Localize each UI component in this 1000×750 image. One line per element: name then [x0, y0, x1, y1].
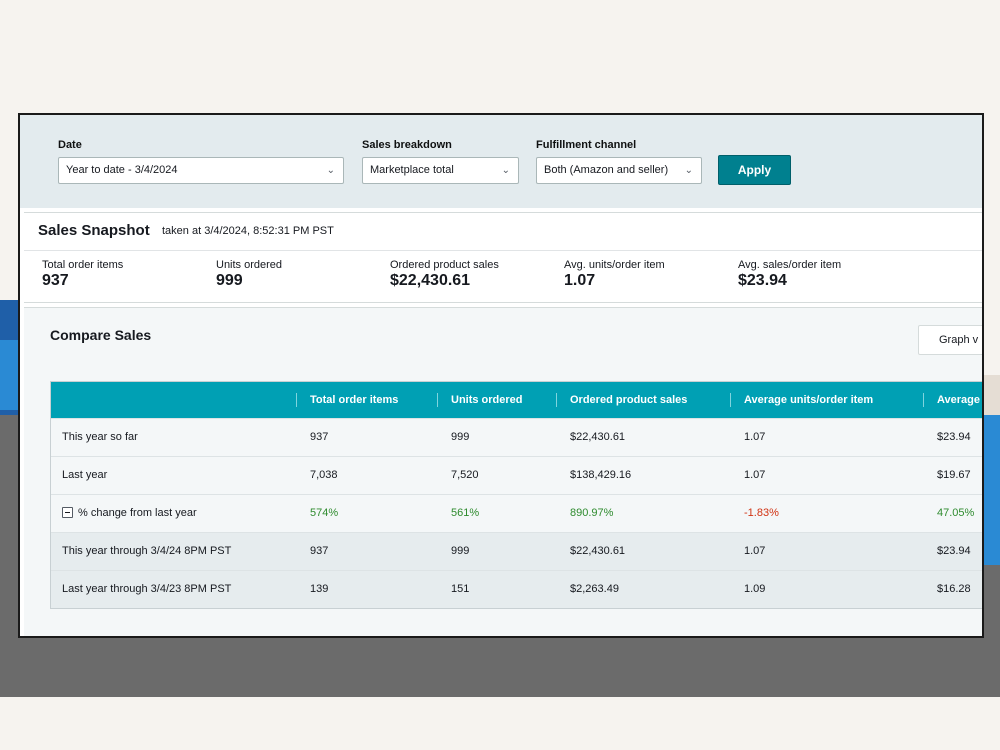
compare-sales-title: Compare Sales	[50, 327, 152, 343]
table-cell: 151	[451, 583, 470, 595]
table-row: This year through 3/4/24 8PM PST 937 999…	[51, 532, 982, 570]
table-cell: $22,430.61	[570, 545, 626, 557]
table-cell: $23.94	[937, 431, 971, 443]
table-cell: $138,429.16	[570, 469, 632, 481]
chevron-down-icon: ⌄	[501, 165, 510, 176]
minus-icon[interactable]	[62, 506, 73, 518]
table-cell: $2,263.49	[570, 583, 619, 595]
sales-breakdown-select-value: Marketplace total	[370, 164, 454, 176]
fulfillment-channel-select[interactable]: Both (Amazon and seller) ⌄	[536, 157, 702, 184]
table-cell: 937	[310, 545, 329, 557]
metric-label: Ordered product sales	[390, 259, 499, 271]
table-cell: 1.09	[744, 583, 766, 595]
row-label-text: % change from last year	[78, 507, 197, 519]
chevron-down-icon: ⌄	[684, 165, 693, 176]
metric-units-ordered: Units ordered 999	[216, 259, 282, 290]
column-separator	[923, 393, 924, 407]
metric-avg-sales-per-order-item: Avg. sales/order item $23.94	[738, 259, 841, 290]
table-header: Total order items Units ordered Ordered …	[51, 382, 982, 418]
table-cell: $19.67	[937, 469, 971, 481]
metric-avg-units-per-order-item: Avg. units/order item 1.07	[564, 259, 665, 290]
sales-snapshot-timestamp: taken at 3/4/2024, 8:52:31 PM PST	[162, 225, 334, 237]
column-separator	[556, 393, 557, 407]
table-cell: $22,430.61	[570, 431, 626, 443]
column-header-ordered-product-sales[interactable]: Ordered product sales	[570, 394, 688, 406]
row-label[interactable]: % change from last year	[62, 495, 197, 532]
metric-ordered-product-sales: Ordered product sales $22,430.61	[390, 259, 499, 290]
fulfillment-channel-select-value: Both (Amazon and seller)	[544, 164, 669, 176]
date-select[interactable]: Year to date - 3/4/2024 ⌄	[58, 157, 344, 184]
table-cell: 1.07	[744, 431, 766, 443]
table-cell: 1.07	[744, 545, 766, 557]
column-header-units-ordered[interactable]: Units ordered	[451, 394, 523, 406]
metric-value: $23.94	[738, 272, 787, 289]
table-cell: 937	[310, 431, 329, 443]
screenshot-frame: Date Year to date - 3/4/2024 ⌄ Sales bre…	[18, 113, 984, 638]
sales-snapshot-title: Sales Snapshot	[38, 222, 150, 239]
sales-breakdown-label: Sales breakdown	[362, 139, 452, 151]
table-cell: 7,038	[310, 469, 338, 481]
metric-label: Total order items	[42, 259, 124, 271]
snapshot-divider	[24, 250, 982, 251]
table-cell: 139	[310, 583, 329, 595]
row-label: Last year	[62, 469, 108, 481]
table-cell: $16.28	[937, 583, 971, 595]
column-separator	[296, 393, 297, 407]
table-cell: 999	[451, 545, 470, 557]
metric-value: $22,430.61	[390, 272, 471, 289]
sales-snapshot-panel: Sales Snapshot taken at 3/4/2024, 8:52:3…	[24, 212, 982, 303]
column-separator	[730, 393, 731, 407]
date-select-value: Year to date - 3/4/2024	[66, 164, 178, 176]
metric-label: Avg. units/order item	[564, 259, 665, 271]
metric-value: 937	[42, 272, 69, 289]
table-cell-positive: 47.05%	[937, 507, 975, 519]
column-header-average[interactable]: Average	[937, 394, 981, 406]
row-label: Last year through 3/4/23 8PM PST	[62, 583, 232, 595]
metric-value: 1.07	[564, 272, 596, 289]
table-cell: $23.94	[937, 545, 971, 557]
table-cell-positive: 890.97%	[570, 507, 614, 519]
chevron-down-icon: ⌄	[326, 165, 335, 176]
table-cell: 7,520	[451, 469, 479, 481]
fulfillment-channel-label: Fulfillment channel	[536, 139, 637, 151]
table-cell-positive: 561%	[451, 507, 480, 519]
column-header-total-order-items[interactable]: Total order items	[310, 394, 399, 406]
metric-value: 999	[216, 272, 243, 289]
filter-bar: Date Year to date - 3/4/2024 ⌄ Sales bre…	[20, 115, 982, 208]
table-row: This year so far 937 999 $22,430.61 1.07…	[51, 418, 982, 456]
metric-label: Units ordered	[216, 259, 283, 271]
column-separator	[437, 393, 438, 407]
table-cell: 1.07	[744, 469, 766, 481]
compare-sales-panel: Compare Sales Graph v Total order items …	[24, 307, 982, 636]
table-row: Last year 7,038 7,520 $138,429.16 1.07 $…	[51, 456, 982, 494]
sales-breakdown-select[interactable]: Marketplace total ⌄	[362, 157, 519, 184]
column-header-average-units-per-order-item[interactable]: Average units/order item	[744, 394, 874, 406]
metric-label: Avg. sales/order item	[738, 259, 842, 271]
row-label: This year so far	[62, 431, 138, 443]
compare-sales-table: Total order items Units ordered Ordered …	[50, 381, 982, 609]
row-label: This year through 3/4/24 8PM PST	[62, 545, 232, 557]
table-cell-positive: 574%	[310, 507, 339, 519]
date-label: Date	[58, 139, 82, 151]
table-cell-negative: -1.83%	[744, 507, 779, 519]
graph-view-button[interactable]: Graph v	[918, 325, 982, 355]
apply-button[interactable]: Apply	[718, 155, 791, 185]
table-row: Last year through 3/4/23 8PM PST 139 151…	[51, 570, 982, 608]
table-cell: 999	[451, 431, 470, 443]
metric-total-order-items: Total order items 937	[42, 259, 123, 290]
table-row-percent-change: % change from last year 574% 561% 890.97…	[51, 494, 982, 532]
